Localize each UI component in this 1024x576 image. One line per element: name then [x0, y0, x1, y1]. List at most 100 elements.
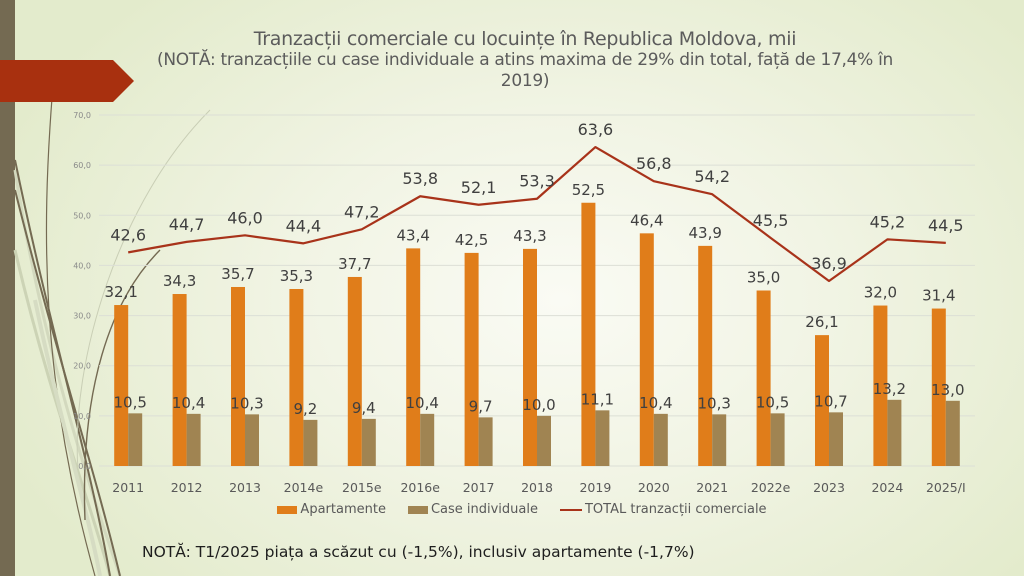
data-label-apartamente: 35,7 [221, 265, 254, 283]
bar-apartamente [523, 248, 537, 466]
legend-item-total: TOTAL tranzacții comerciale [559, 502, 767, 517]
data-label-apartamente: 34,3 [163, 272, 196, 290]
x-tick-label: 2024 [871, 480, 903, 495]
data-label-case-individuale: 10,0 [522, 396, 555, 414]
y-tick-label: 10,0 [73, 412, 91, 421]
deco-curve [45, 97, 96, 576]
data-label-apartamente: 26,1 [805, 313, 838, 331]
data-label-apartamente: 43,3 [513, 227, 546, 245]
data-label-case-individuale: 10,4 [172, 394, 205, 412]
data-label-case-individuale: 13,2 [873, 380, 906, 398]
y-axis-ticks: 0,0 10,0 20,0 30,0 40,0 50,0 60,0 70,0 [73, 111, 91, 471]
bar-case-individuale [653, 413, 668, 466]
data-label-total: 53,8 [402, 169, 438, 188]
legend-item-case-individuale: Case individuale [407, 502, 538, 517]
data-label-total: 44,7 [169, 215, 205, 234]
x-tick-label: 2015e [342, 480, 382, 495]
x-tick-label: 2013 [229, 480, 261, 495]
data-label-case-individuale: 9,2 [293, 400, 317, 418]
total-line [128, 145, 946, 283]
bar-case-individuale [595, 410, 610, 466]
data-label-apartamente: 43,4 [396, 226, 429, 244]
data-label-apartamente: 32,1 [104, 283, 137, 301]
data-label-apartamente: 32,0 [864, 284, 897, 302]
bar-case-individuale [361, 418, 376, 466]
bar-case-individuale [537, 415, 551, 466]
deco-curve [14, 189, 121, 576]
x-tick-label: 2012 [171, 480, 203, 495]
data-label-total: 36,9 [811, 254, 847, 273]
data-label-case-individuale: 13,0 [931, 381, 964, 399]
data-label-case-individuale: 10,3 [697, 394, 730, 412]
data-label-total: 53,3 [519, 172, 555, 191]
bar-apartamente [873, 305, 888, 466]
data-label-case-individuale: 10,4 [405, 394, 438, 412]
data-label-apartamente: 37,7 [338, 255, 371, 273]
data-label-case-individuale: 9,7 [469, 397, 493, 415]
x-axis-ticks: 2011 2012 2013 2014e 2015e 2016e 2017 2018 2019 2… [112, 480, 965, 495]
legend-label: TOTAL tranzacții comerciale [584, 502, 767, 517]
bar-case-individuale [770, 413, 785, 466]
x-tick-label: 2011 [112, 480, 144, 495]
data-label-total: 63,6 [578, 120, 614, 139]
x-tick-label: 2018 [521, 480, 553, 495]
bar-case-individuale [420, 413, 435, 466]
side-stripe [0, 0, 15, 576]
data-label-case-individuale: 10,5 [756, 393, 789, 411]
y-tick-label: 20,0 [73, 362, 91, 371]
title-arrow-icon [0, 60, 134, 102]
x-tick-label: 2022e [751, 480, 791, 495]
data-label-apartamente: 46,4 [630, 211, 663, 229]
x-tick-label: 2021 [696, 480, 728, 495]
data-label-apartamente: 35,0 [747, 269, 780, 287]
bar-apartamente [931, 308, 946, 466]
x-tick-label: 2023 [813, 480, 845, 495]
bar-case-individuale [128, 413, 143, 466]
legend-swatch-case-individuale [407, 505, 428, 514]
data-label-total: 45,5 [753, 211, 789, 230]
title-sub: (NOTĂ: tranzacțiile cu case individuale … [157, 50, 893, 91]
data-label-case-individuale: 10,5 [113, 393, 146, 411]
bar-apartamente [756, 290, 771, 466]
x-tick-label: 2014e [284, 480, 324, 495]
data-label-case-individuale: 11,1 [581, 390, 614, 408]
bar-apartamente [347, 276, 362, 466]
deco-curve [83, 249, 161, 521]
y-tick-label: 60,0 [73, 161, 91, 170]
bar-case-individuale [303, 419, 318, 466]
bar-apartamente [231, 286, 245, 466]
data-label-apartamente: 42,5 [455, 231, 488, 249]
x-tick-label: 2017 [463, 480, 495, 495]
data-label-case-individuale: 10,4 [639, 394, 672, 412]
legend-swatch-total [559, 508, 582, 511]
data-label-total: 54,2 [694, 167, 730, 186]
data-label-total: 47,2 [344, 202, 380, 221]
bar-apartamente [406, 248, 421, 466]
data-labels: 32,1 10,5 42,6 34,3 10,4 44,7 35,7 10,3 46,0 35,3… [104, 120, 964, 418]
bar-apartamente [114, 305, 129, 466]
y-tick-label: 30,0 [73, 312, 91, 321]
data-label-case-individuale: 10,3 [230, 394, 263, 412]
line-total [128, 145, 946, 283]
bar-case-individuale [712, 414, 727, 466]
x-tick-label: 2019 [579, 480, 611, 495]
data-label-total: 52,1 [461, 178, 497, 197]
x-tick-label: 2020 [638, 480, 670, 495]
bar-case-individuale [829, 412, 843, 466]
bar-case-individuale [478, 417, 493, 466]
data-label-total: 44,4 [286, 216, 322, 235]
deco-curve [33, 299, 102, 576]
bar-case-individuale [186, 413, 201, 466]
bars [114, 202, 960, 466]
y-tick-label: 70,0 [73, 111, 91, 120]
bar-apartamente [698, 245, 713, 466]
bar-case-individuale [887, 399, 902, 466]
y-tick-label: 40,0 [73, 261, 91, 270]
bar-case-individuale [245, 414, 259, 466]
bar-apartamente [289, 288, 304, 466]
title-main: Tranzacții comerciale cu locuințe în Rep… [253, 28, 797, 50]
data-label-total: 42,6 [110, 225, 146, 244]
bar-apartamente [172, 294, 187, 466]
data-label-total: 46,0 [227, 208, 263, 227]
